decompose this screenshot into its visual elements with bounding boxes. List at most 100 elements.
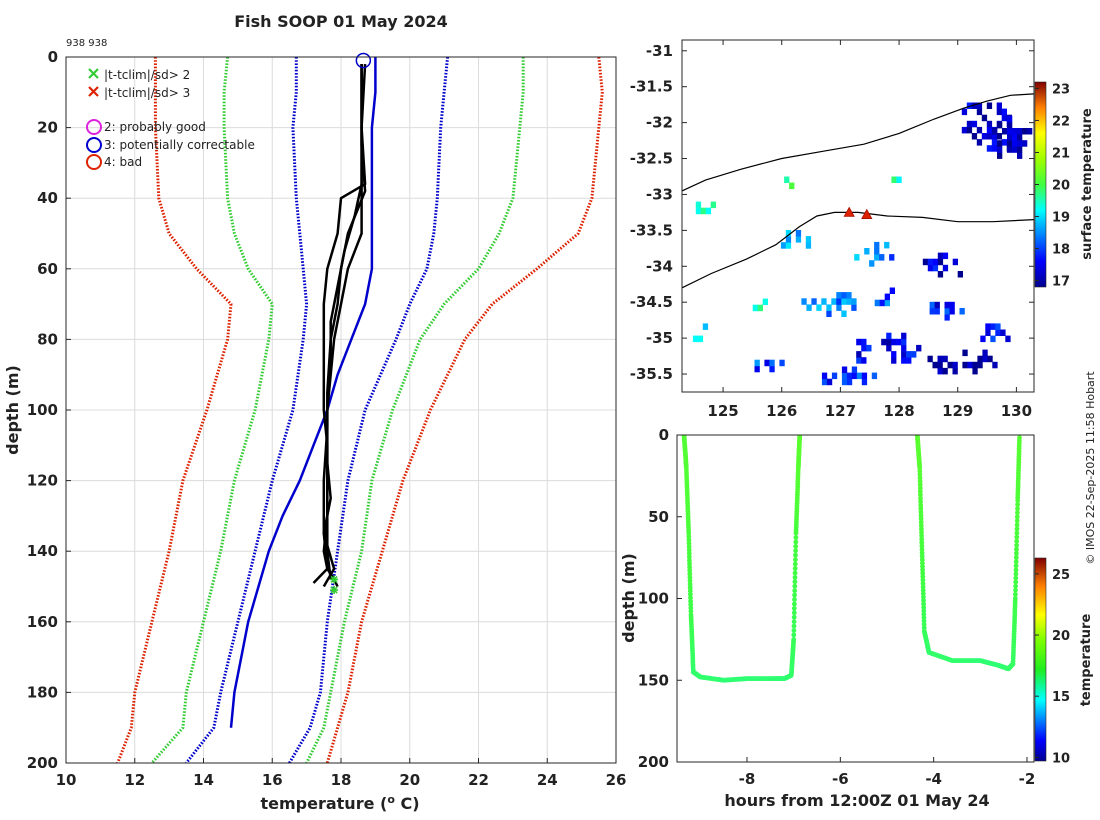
profile-y-tick-label: 60 (37, 260, 58, 278)
credit-text: © IMOS 22-Sep-2025 11:58 Hobart (1084, 371, 1097, 565)
sst-patch-3 (695, 201, 716, 215)
sst-cell (780, 242, 787, 249)
trace-colorbar-tick-label: 15 (1052, 690, 1070, 705)
sst-patch-11 (874, 287, 895, 307)
profile-legend: |t-tclim|/sd> 2 |t-tclim|/sd> 3 2: proba… (86, 68, 255, 170)
trace-point (917, 478, 923, 484)
sst-cell (971, 133, 978, 140)
trace-point (920, 591, 926, 597)
sst-cell (986, 133, 993, 140)
map-y-tick-label: -32 (646, 114, 673, 132)
trace-ticks: -8 -6 -4 -2 0 50 100 150 200 (638, 426, 1036, 788)
trace-x-label: hours from 12:00Z 01 May 24 (724, 791, 989, 810)
sst-cell (944, 314, 950, 321)
sst-patch-10 (752, 298, 768, 312)
trace-point (792, 579, 798, 585)
sst-cell (801, 298, 807, 305)
trace-point (793, 535, 799, 540)
profile-y-tick-label: 0 (48, 48, 58, 66)
trace-point (687, 571, 693, 577)
sst-cell (901, 351, 907, 358)
trace-colorbar-tick-label: 10 (1052, 751, 1070, 766)
trace-point (791, 637, 797, 642)
trace-point (688, 609, 694, 614)
profile-y-tick-label: 180 (27, 683, 58, 701)
trace-point (687, 588, 693, 594)
sst-cell (1012, 140, 1018, 147)
map-axes-frame (681, 39, 1035, 393)
profile-x-tick-label: 26 (606, 771, 627, 789)
sst-cell (856, 338, 862, 346)
trace-point (688, 598, 693, 604)
sst-cell (879, 299, 885, 307)
trace-point (917, 472, 923, 477)
sst-cell (1000, 329, 1006, 336)
profile-x-tick-label: 10 (56, 771, 77, 789)
sst-cell (929, 301, 935, 309)
sst-cell (826, 378, 833, 386)
sst-cell (976, 139, 983, 146)
sst-cell (966, 102, 973, 109)
trace-point (793, 552, 798, 558)
trace-point (1013, 567, 1019, 573)
trace-y-tick-label: 200 (638, 753, 669, 771)
profile-x-tick-label: 20 (399, 771, 420, 789)
sst-patch-13 (856, 332, 922, 364)
sst-cell (856, 351, 862, 358)
sst-cell (1012, 146, 1018, 153)
map-colorbar-tick-label: 21 (1052, 146, 1070, 161)
sst-cell (856, 357, 862, 364)
trace-point (921, 594, 926, 600)
trace-y-label: depth (m) (619, 553, 638, 643)
trace-point (920, 574, 926, 580)
sst-cell (1012, 134, 1018, 141)
profile-y-tick-label: 100 (27, 401, 58, 419)
trace-point (920, 570, 926, 576)
sst-cell (874, 299, 880, 307)
profile-x-tick-label: 18 (331, 771, 352, 789)
trace-point (920, 587, 926, 593)
sst-cell (891, 357, 897, 364)
station-marker-2 (861, 208, 873, 219)
trace-point (919, 553, 925, 559)
sst-cell (922, 258, 929, 266)
trace-point (919, 526, 924, 532)
sst-patch-12 (929, 301, 965, 321)
sst-cell (927, 258, 934, 266)
trace-point (918, 506, 924, 511)
sst-cell (1012, 128, 1018, 135)
sst-cell (971, 102, 978, 109)
map-colorbar-tick-label: 19 (1052, 211, 1070, 226)
profile-y-tick-label: 120 (27, 472, 58, 490)
trace-point (688, 592, 693, 597)
sst-cell (944, 308, 950, 315)
trace-point (792, 566, 798, 571)
trace-point (791, 632, 797, 638)
station-marker-1 (843, 206, 855, 217)
sst-cell (997, 146, 1003, 153)
chart-title: Fish SOOP 01 May 2024 (234, 12, 448, 31)
legend-entry-green-cross: |t-tclim|/sd> 2 (88, 68, 190, 82)
trace-point (793, 557, 798, 563)
trace-point (1014, 530, 1020, 536)
sst-cell (805, 242, 812, 249)
sst-cell (901, 357, 907, 364)
map-y-tick-label: -31 (646, 42, 673, 60)
trace-point (791, 610, 797, 616)
sst-patch-8 (922, 252, 963, 278)
trace-point (1013, 571, 1019, 577)
sst-cell (846, 378, 853, 386)
sst-cell (1007, 134, 1013, 141)
sst-cell (937, 258, 944, 266)
trace-point (1013, 579, 1019, 585)
profile-x-ticks: 10 12 14 16 18 20 22 24 26 (56, 758, 627, 789)
trace-colorbar-tick-label: 20 (1052, 629, 1070, 644)
sst-cell (836, 292, 842, 299)
profile-grid (65, 56, 617, 764)
sst-cell (927, 264, 934, 272)
sst-cell (934, 308, 940, 315)
legend-label-green-cross: |t-tclim|/sd> 2 (104, 68, 190, 82)
sst-cell (959, 308, 965, 315)
profile-y-tick-label: 40 (37, 189, 58, 207)
sst-cell (861, 357, 867, 364)
